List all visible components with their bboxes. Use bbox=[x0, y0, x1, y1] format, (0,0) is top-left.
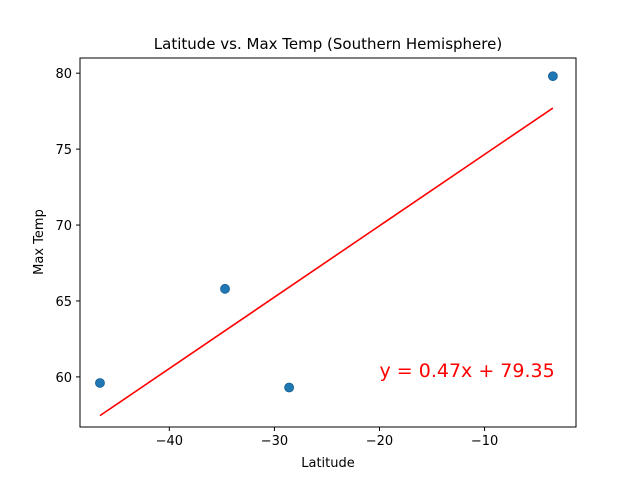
scatter-point-2 bbox=[220, 283, 230, 294]
scatter-point-1 bbox=[95, 378, 105, 388]
y-axis-label: Max Temp bbox=[32, 209, 47, 275]
scatter-point-4 bbox=[547, 71, 558, 82]
regression-equation: y = 0.47x + 79.35 bbox=[379, 360, 554, 382]
x-tick-label: −10 bbox=[471, 434, 498, 449]
y-tick-label: 65 bbox=[55, 295, 72, 310]
y-tick-label: 80 bbox=[55, 67, 72, 82]
x-tick-label: −40 bbox=[156, 434, 183, 449]
y-tick-label: 70 bbox=[55, 219, 72, 234]
x-axis-label: Latitude bbox=[301, 456, 355, 471]
y-tick-label: 75 bbox=[55, 143, 72, 158]
y-axis: 60 65 70 75 80 bbox=[55, 67, 80, 386]
y-tick-label: 60 bbox=[55, 371, 72, 386]
x-axis: −40 −30 −20 −10 bbox=[156, 427, 498, 449]
chart-title: Latitude vs. Max Temp (Southern Hemisphe… bbox=[154, 35, 502, 53]
scatter-point-3 bbox=[284, 382, 295, 393]
axes-frame bbox=[79, 57, 577, 428]
x-tick-label: −30 bbox=[261, 434, 288, 449]
regression-line bbox=[99, 107, 554, 417]
plot-area: y = 0.47x + 79.35 bbox=[95, 71, 558, 417]
x-tick-label: −20 bbox=[366, 434, 393, 449]
